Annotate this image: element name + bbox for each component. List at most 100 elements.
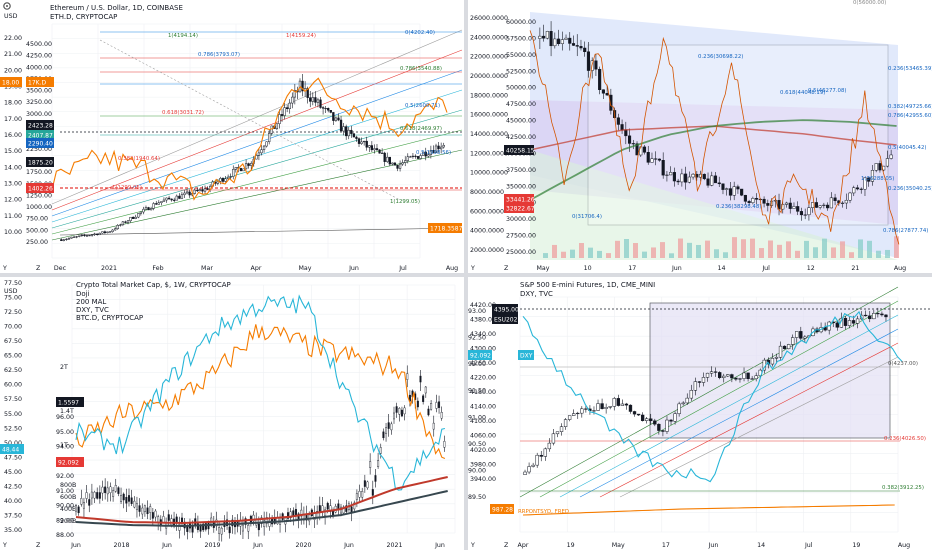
- eth-candle: [442, 145, 445, 148]
- spx-candle: [795, 331, 799, 338]
- eth-chart-svg[interactable]: 22.0021.0020.0019.0018.0017.0016.0015.00…: [0, 0, 464, 273]
- btc-volume-bar: [687, 242, 692, 258]
- total-candle: [154, 510, 157, 518]
- eth-candle: [198, 189, 202, 192]
- z-letter-icon[interactable]: Z: [36, 542, 41, 549]
- btc-chart-svg[interactable]: 60000.00 57500.00 55000.00 52500.00 50000.00…: [468, 0, 932, 273]
- btc-x-axis: May 10 17 Jun 14 Jul 12 21 Aug: [536, 265, 906, 272]
- eth-candle: [132, 216, 135, 219]
- btc-candle: [545, 31, 549, 39]
- total-left-tick: 77.50: [4, 280, 22, 287]
- spx-candle: [563, 419, 568, 427]
- eth-right-tick: 4250.00: [26, 53, 52, 60]
- btc-candle: [792, 206, 796, 209]
- eth-candle: [221, 178, 225, 182]
- total-candle: [252, 514, 255, 522]
- eth-candles: [60, 74, 445, 242]
- eth-right-tick: 250.00: [26, 239, 48, 246]
- y-letter-icon[interactable]: Y: [2, 265, 7, 272]
- total-candle: [395, 406, 398, 413]
- btc-volume-bar: [660, 242, 665, 258]
- eth-candle: [121, 221, 125, 226]
- btc-overlay-lines: [529, 30, 900, 245]
- eth-candle: [234, 167, 237, 170]
- eth-candle: [203, 188, 207, 192]
- total-candle: [114, 485, 117, 492]
- total-btc-dominance: [75, 324, 446, 460]
- spx-candle: [718, 372, 722, 378]
- btc-right-tick: 24000.0000: [470, 34, 508, 41]
- z-letter-icon[interactable]: Z: [36, 265, 41, 272]
- total-price-tags: 1.5597 48.44 92.092: [0, 397, 84, 467]
- eth-candle: [334, 117, 338, 121]
- y-letter-icon[interactable]: Y: [470, 542, 475, 549]
- spx-candle: [742, 372, 746, 379]
- eth-fan-line: [51, 29, 463, 205]
- eth-fib-label: 0.5(2600.71): [405, 103, 440, 109]
- total-candle: [122, 493, 125, 501]
- spx-dxy-line: [522, 310, 903, 483]
- eth-candle: [62, 239, 65, 241]
- eth-candle: [224, 178, 227, 182]
- total-candle: [382, 431, 385, 439]
- spx-candle: [649, 418, 653, 422]
- eth-candle: [144, 207, 148, 210]
- btc-fib-label: 0.786(42955.60): [888, 113, 932, 119]
- btc-right-tick: 12000.0000: [470, 150, 508, 157]
- eth-candle: [404, 160, 407, 163]
- spx-candle: [673, 413, 677, 422]
- btc-volume-bar: [840, 241, 845, 258]
- total-candle: [120, 495, 123, 502]
- total-candle: [143, 505, 146, 513]
- total-cap-axis: 2T 1T 800B 600B 400B 200B 1.4T: [60, 364, 76, 525]
- btc-candle: [736, 186, 740, 190]
- total-chart-panel[interactable]: 77.50 75.00 72.50 70.00 67.50 65.00 62.50 60.00…: [0, 277, 464, 550]
- total-line-2: DXY, TVC: [76, 306, 109, 314]
- y-letter-icon[interactable]: Y: [470, 265, 475, 272]
- eth-candle: [393, 162, 397, 166]
- eth-right-tick: 1250.00: [26, 192, 52, 199]
- spx-candle: [726, 374, 730, 377]
- btc-candle: [691, 173, 695, 178]
- btc-right-tick: 22000.0000: [470, 54, 508, 61]
- total-line-1: 200 MAL: [76, 298, 106, 306]
- btc-candle: [706, 178, 710, 186]
- spx-x-tick: Jun: [708, 542, 719, 549]
- total-candle: [263, 520, 266, 527]
- eth-chart-panel[interactable]: 22.0021.0020.0019.0018.0017.0016.0015.00…: [0, 0, 464, 273]
- spx-candle: [669, 419, 673, 422]
- total-cap-tick: 200B: [60, 518, 76, 525]
- spx-candle: [604, 407, 608, 409]
- eth-candle: [229, 176, 232, 178]
- btc-right-tick: 6000.0000: [470, 208, 504, 215]
- eth-fan-line: [51, 49, 463, 211]
- total-chart-svg[interactable]: 77.50 75.00 72.50 70.00 67.50 65.00 62.50 60.00…: [0, 277, 464, 550]
- btc-channel-green: [530, 150, 898, 260]
- y-letter-icon[interactable]: Y: [2, 542, 7, 549]
- spx-x-tick: Jul: [804, 542, 813, 549]
- spx-right-tick: 4100.00: [470, 418, 496, 425]
- spx-fan-line: [519, 286, 899, 498]
- z-letter-icon[interactable]: Z: [504, 265, 509, 272]
- eth-candle: [278, 114, 281, 125]
- btc-chart-panel[interactable]: 60000.00 57500.00 55000.00 52500.00 50000.00…: [468, 0, 932, 273]
- spx-chart-panel[interactable]: 4420.00 4380.00 4340.00 4300.00 4260.00 4220.…: [468, 277, 932, 550]
- spx-chart-svg[interactable]: 4420.00 4380.00 4340.00 4300.00 4260.00 4220.…: [468, 277, 932, 550]
- total-200ma: [75, 476, 448, 525]
- eth-candle: [232, 169, 235, 177]
- gear-icon[interactable]: [3, 2, 11, 10]
- spx-candle: [701, 377, 706, 383]
- spx-right-tick: 4020.00: [470, 447, 496, 454]
- spx-candle: [835, 322, 839, 328]
- btc-volume-bar: [732, 237, 737, 258]
- eth-candle: [178, 195, 181, 199]
- btc-left-tick: 27500.00: [506, 233, 536, 240]
- z-letter-icon[interactable]: Z: [504, 542, 509, 549]
- btc-left-tick: 35000.00: [506, 183, 536, 190]
- spx-candle: [640, 414, 645, 421]
- eth-candle: [129, 216, 132, 222]
- btc-candle: [863, 177, 867, 190]
- total-candle: [82, 501, 85, 509]
- eth-price-tag: 2423.28: [28, 123, 53, 130]
- btc-fib-label: 0.618(44048.19): [780, 90, 825, 96]
